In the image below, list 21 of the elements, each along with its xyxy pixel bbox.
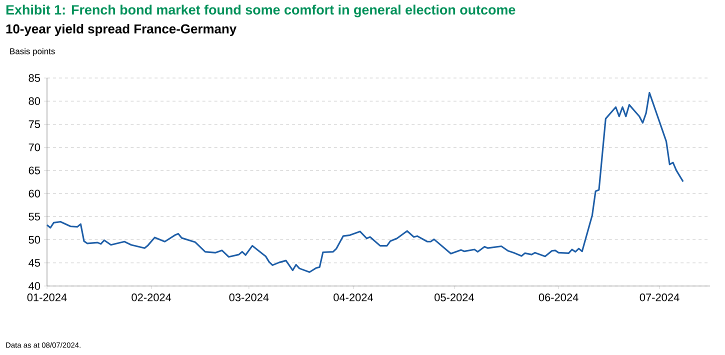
y-tick-label: 55: [28, 212, 40, 220]
y-tick-label: 75: [28, 120, 40, 128]
y-tick-label: 60: [28, 190, 40, 198]
x-tick-label: 03-2024: [229, 294, 269, 302]
line-series: [46, 92, 684, 273]
chart-title: Exhibit 1: French bond market found some comfort in general election outcome: [6, 4, 516, 18]
y-tick-label: 80: [28, 97, 40, 105]
x-tick-label: 04-2024: [334, 294, 374, 302]
x-tick-label: 07-2024: [640, 294, 680, 302]
x-tick-label: 05-2024: [434, 294, 474, 302]
x-tick-label: 06-2024: [538, 294, 578, 302]
y-tick-label: 45: [28, 259, 40, 267]
x-tick-label: 01-2024: [27, 294, 67, 302]
x-tick-label: 02-2024: [132, 294, 172, 302]
y-tick-label: 50: [28, 236, 40, 244]
chart-subtitle: 10-year yield spread France-Germany: [6, 24, 237, 36]
y-tick-label: 70: [28, 143, 40, 152]
y-tick-label: 40: [28, 282, 40, 290]
y-tick-label: 65: [28, 166, 40, 174]
y-tick-label: 85: [28, 74, 40, 82]
y-axis-title: Basis points: [10, 48, 55, 56]
